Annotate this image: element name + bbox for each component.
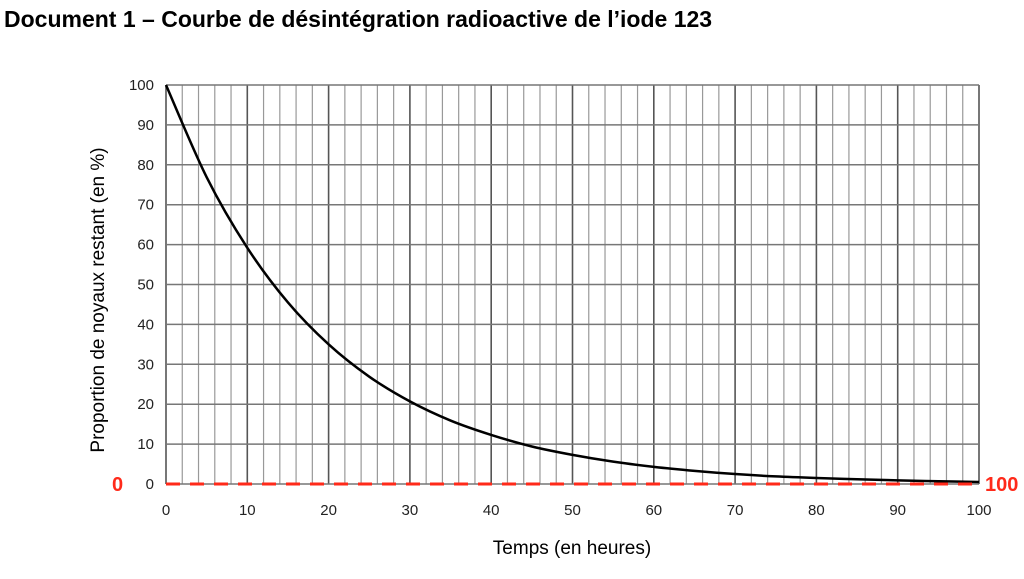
y-tick-label: 90 [137, 117, 154, 134]
y-tick-label: 50 [137, 277, 154, 294]
y-tick-label: 10 [137, 436, 154, 453]
x-tick-label: 30 [402, 502, 419, 519]
x-tick-label: 50 [564, 502, 581, 519]
x-tick-label: 90 [889, 502, 906, 519]
x-tick-label: 100 [966, 502, 991, 519]
baseline-start-label: 0 [112, 474, 123, 496]
x-axis-label: Temps (en heures) [493, 538, 651, 559]
x-tick-label: 40 [483, 502, 500, 519]
x-tick-label: 60 [645, 502, 662, 519]
x-tick-label: 10 [239, 502, 256, 519]
y-axis-label: Proportion de noyaux restant (en %) [88, 147, 109, 452]
x-tick-label: 70 [727, 502, 744, 519]
y-tick-label: 20 [137, 396, 154, 413]
baseline-end-label: 100 [985, 474, 1018, 496]
chart-title: Document 1 – Courbe de désintégration ra… [4, 6, 713, 32]
x-tick-label: 0 [162, 502, 170, 519]
y-tick-label: 70 [137, 197, 154, 214]
x-tick-label: 20 [320, 502, 337, 519]
tick-labels: 0 10 20 30 40 50 60 70 80 90 100 0 10 20 30 40 50 60 70 80 9… [129, 77, 992, 519]
y-tick-label: 0 [146, 476, 154, 493]
y-tick-label: 80 [137, 157, 154, 174]
decay-curve [164, 84, 980, 484]
y-tick-label: 30 [137, 356, 154, 373]
y-tick-label: 60 [137, 237, 154, 254]
y-tick-label: 40 [137, 316, 154, 333]
grid [165, 84, 980, 485]
y-tick-label: 100 [129, 77, 154, 94]
x-tick-label: 80 [808, 502, 825, 519]
